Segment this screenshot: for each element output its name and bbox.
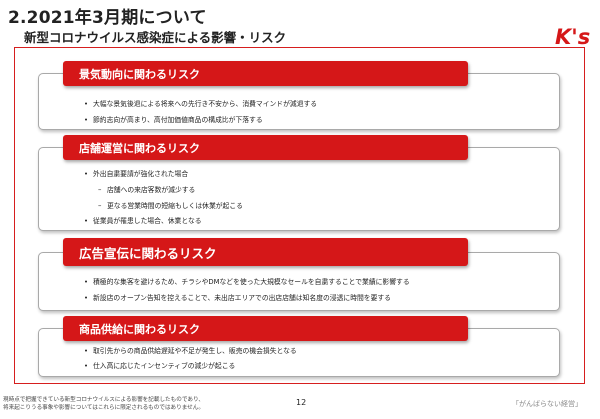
section-supply-risk: 商品供給に関わるリスク • 取引先からの商品供給遅延や不足が発生し、販売の機会損失… xyxy=(38,316,560,377)
list-item: • 取引先からの商品供給遅延や不足が発生し、販売の機会損失となる xyxy=(84,347,297,355)
list-item: • 積極的な集客を避けるため、チラシやDMなどを使った大規模なセールを自粛すること… xyxy=(84,278,410,286)
list-subitem: – 更なる営業時間の短縮もしくは休業が起こる xyxy=(98,202,243,210)
list-item: • 外出自粛要請が強化された場合 xyxy=(84,170,189,178)
footnote-line: 将来起こりうる事象や影響についてはこれらに限定されるものではありません。 xyxy=(3,405,204,411)
bullet-icon: • xyxy=(84,116,89,124)
dash-icon: – xyxy=(98,186,102,194)
list-item: • 節約志向が高まり、高付加価値商品の構成比が下落する xyxy=(84,116,263,124)
list-item: • 従業員が罹患した場合、休業となる xyxy=(84,217,202,225)
bullet-icon: • xyxy=(84,217,89,225)
section-store-operation-risk: 店舗運営に関わるリスク • 外出自粛要請が強化された場合 – 店舗への来店客数が減少… xyxy=(38,135,560,231)
company-logo: K's xyxy=(555,25,590,48)
list-item: • 仕入高に応じたインセンティブの減少が起こる xyxy=(84,362,236,370)
page-subtitle: 新型コロナウイルス感染症による影響・リスク xyxy=(24,30,287,45)
footnote: 現時点で把握できている新型コロナウイルスによる影響を記載したものであり、 将来起… xyxy=(3,396,204,412)
section-advertising-risk: 広告宣伝に関わるリスク • 積極的な集客を避けるため、チラシやDMなどを使った大規… xyxy=(38,238,560,311)
bullet-icon: • xyxy=(84,100,89,108)
page-number: 12 xyxy=(296,398,307,407)
section-heading: 商品供給に関わるリスク xyxy=(63,316,468,341)
svg-text:K's: K's xyxy=(555,25,590,48)
list-item: • 大幅な景気後退による将来への先行き不安から、消費マインドが減退する xyxy=(84,100,318,108)
bullet-icon: • xyxy=(84,362,89,370)
list-subitem: – 店舗への来店客数が減少する xyxy=(98,186,196,194)
section-heading: 景気動向に関わるリスク xyxy=(63,61,468,86)
footnote-line: 現時点で把握できている新型コロナウイルスによる影響を記載したものであり、 xyxy=(3,397,204,403)
list-item: • 新設店のオープン告知を控えることで、未出店エリアでの出店店舗は知名度の浸透に時… xyxy=(84,294,391,302)
section-economic-risk: 景気動向に関わるリスク • 大幅な景気後退による将来への先行き不安から、消費マイン… xyxy=(38,61,560,130)
content-frame xyxy=(14,47,585,384)
section-heading: 店舗運営に関わるリスク xyxy=(63,135,468,160)
bullet-icon: • xyxy=(84,278,89,286)
slogan: 「がんばらない経営」 xyxy=(512,400,582,408)
bullet-icon: • xyxy=(84,170,89,178)
page-title: 2.2021年3月期について xyxy=(8,8,207,28)
bullet-icon: • xyxy=(84,294,89,302)
bullet-icon: • xyxy=(84,347,89,355)
dash-icon: – xyxy=(98,202,102,210)
section-box xyxy=(38,147,560,231)
section-heading: 広告宣伝に関わるリスク xyxy=(63,238,468,266)
